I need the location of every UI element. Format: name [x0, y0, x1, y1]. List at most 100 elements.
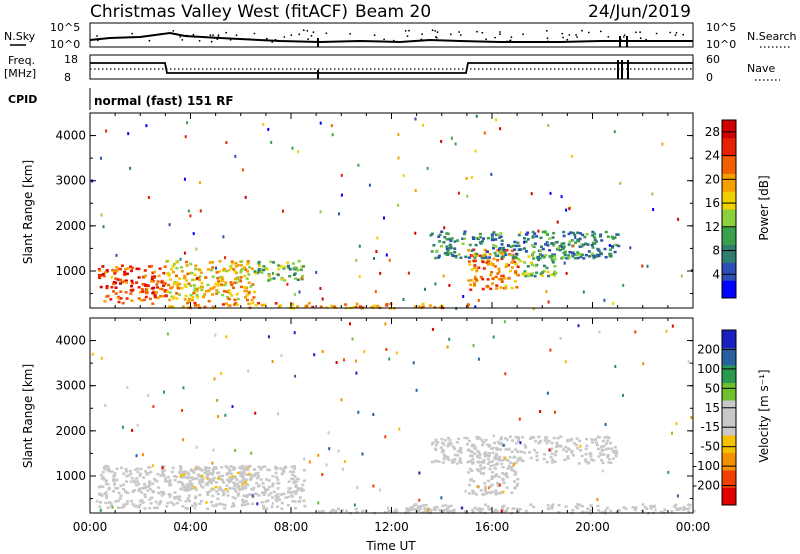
- heatmap-cell: [495, 118, 498, 122]
- heatmap-cell: [524, 446, 528, 449]
- heatmap-cell: [152, 290, 156, 293]
- nsearch-dot: [682, 33, 685, 36]
- heatmap-cell: [565, 450, 569, 453]
- heatmap-cell: [319, 287, 322, 290]
- heatmap-cell: [606, 454, 610, 457]
- heatmap-cell: [166, 332, 169, 336]
- heatmap-cell: [280, 507, 284, 510]
- heatmap-cell: [548, 448, 551, 452]
- y-tick-label: 3000: [55, 379, 86, 393]
- heatmap-cell: [214, 485, 218, 489]
- colorbar-swatch: [722, 470, 736, 488]
- heatmap-cell: [530, 192, 533, 196]
- heatmap-cell: [577, 462, 581, 465]
- heatmap-cell: [105, 286, 109, 290]
- heatmap-cell: [478, 507, 481, 510]
- heatmap-cell: [473, 452, 477, 455]
- heatmap-cell: [137, 267, 141, 271]
- heatmap-cell: [126, 500, 130, 503]
- heatmap-cell: [112, 490, 116, 493]
- heatmap-cell: [372, 484, 375, 488]
- heatmap-cell: [499, 127, 502, 131]
- nsearch-dot: [622, 36, 625, 38]
- heatmap-cell: [151, 302, 155, 305]
- heatmap-cell: [550, 273, 554, 276]
- heatmap-cell: [221, 293, 224, 297]
- heatmap-cell: [517, 233, 521, 237]
- heatmap-cell: [478, 509, 482, 512]
- heatmap-cell: [596, 248, 600, 251]
- heatmap-cell: [338, 212, 340, 216]
- heatmap-cell: [271, 501, 274, 505]
- heatmap-cell: [277, 305, 281, 308]
- heatmap-cell: [133, 481, 137, 484]
- nsearch-dot: [674, 34, 677, 36]
- heatmap-cell: [107, 467, 111, 471]
- heatmap-cell: [451, 445, 455, 448]
- heatmap-cell: [162, 465, 166, 469]
- heatmap-cell: [617, 244, 621, 248]
- heatmap-cell: [106, 506, 110, 509]
- heatmap-cell: [530, 244, 534, 247]
- heatmap-cell: [242, 168, 244, 172]
- heatmap-cell: [470, 249, 474, 252]
- heatmap-cell: [235, 482, 239, 486]
- x-tick-label: 16:00: [475, 520, 510, 534]
- heatmap-cell: [222, 267, 226, 271]
- nsearch-dot: [210, 40, 213, 43]
- heatmap-cell: [484, 438, 488, 442]
- heatmap-cell: [583, 235, 587, 239]
- heatmap-cell: [551, 253, 555, 256]
- heatmap-cell: [395, 351, 398, 355]
- heatmap-cell: [548, 237, 552, 240]
- heatmap-cell: [483, 466, 487, 470]
- heatmap-cell: [619, 181, 622, 185]
- heatmap-cell: [487, 508, 491, 511]
- heatmap-cell: [141, 283, 145, 286]
- heatmap-cell: [261, 504, 265, 508]
- heatmap-cell: [116, 499, 120, 503]
- heatmap-cell: [471, 462, 475, 465]
- nsearch-dot: [185, 34, 188, 37]
- heatmap-cell: [205, 474, 209, 477]
- heatmap-cell: [246, 262, 249, 266]
- heatmap-cell: [497, 457, 501, 460]
- heatmap-cell: [137, 286, 141, 289]
- heatmap-cell: [490, 483, 494, 486]
- heatmap-cell: [162, 474, 166, 477]
- heatmap-cell: [514, 244, 518, 248]
- heatmap-cell: [593, 238, 597, 241]
- heatmap-cell: [466, 460, 470, 464]
- heatmap-cell: [448, 439, 452, 442]
- heatmap-cell: [114, 281, 117, 285]
- heatmap-cell: [294, 480, 298, 484]
- heatmap-cell: [217, 280, 220, 283]
- heatmap-cell: [477, 461, 481, 464]
- heatmap-cell: [509, 461, 513, 464]
- heatmap-cell: [115, 253, 118, 257]
- heatmap-cell: [286, 495, 290, 499]
- heatmap-cell: [247, 302, 251, 306]
- heatmap-cell: [206, 493, 210, 496]
- heatmap-cell: [303, 457, 306, 461]
- heatmap-cell: [240, 473, 244, 477]
- heatmap-cell: [236, 264, 240, 267]
- heatmap-cell: [277, 498, 281, 502]
- heatmap-cell: [274, 471, 278, 475]
- heatmap-cell: [116, 278, 120, 281]
- heatmap-cell: [108, 486, 111, 490]
- heatmap-cell: [205, 483, 209, 487]
- heatmap-cell: [518, 456, 522, 460]
- heatmap-cell: [397, 203, 400, 207]
- heatmap-cell: [562, 448, 565, 451]
- heatmap-cell: [193, 278, 197, 281]
- heatmap-cell: [148, 487, 152, 491]
- heatmap-cell: [505, 475, 509, 479]
- heatmap-cell: [387, 509, 391, 512]
- heatmap-cell: [675, 422, 678, 426]
- heatmap-cell: [263, 487, 267, 491]
- heatmap-cell: [479, 472, 483, 475]
- heatmap-cell: [497, 475, 501, 479]
- heatmap-cell: [241, 479, 245, 483]
- heatmap-cell: [486, 491, 490, 494]
